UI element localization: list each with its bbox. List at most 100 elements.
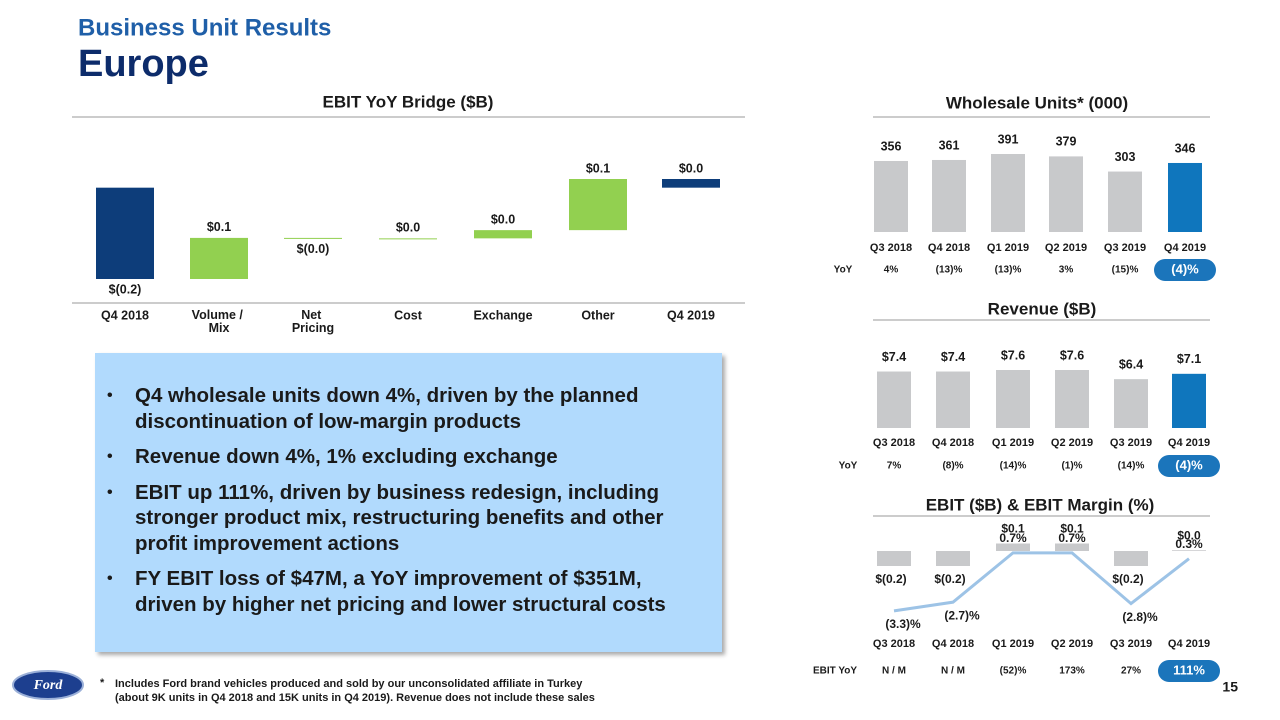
x-tick-label: Q3 2018 [873, 437, 915, 449]
line-label: (3.3)% [885, 617, 921, 631]
slide-title: Business Unit Results [78, 14, 331, 41]
line-label: 0.3% [1175, 537, 1203, 551]
row-value: (4)% [1175, 457, 1203, 472]
chart-title: EBIT ($B) & EBIT Margin (%) [926, 495, 1155, 514]
x-tick-label: Q1 2019 [992, 638, 1034, 650]
bullet-box: Q4 wholesale units down 4%, driven by th… [95, 353, 722, 652]
value-label: $7.4 [941, 350, 965, 364]
row-value: (4)% [1171, 261, 1199, 276]
bar [877, 551, 911, 566]
row-value: N / M [941, 666, 965, 677]
x-tick-label: Q3 2019 [1110, 638, 1152, 650]
x-tick-label: Q4 2018 [101, 308, 149, 322]
row-label: YoY [834, 265, 853, 276]
bar [1055, 370, 1089, 428]
bar [1114, 551, 1148, 566]
row-value: 7% [887, 461, 902, 472]
value-label: $0.1 [586, 161, 610, 175]
x-tick-label: Q4 2019 [1168, 638, 1210, 650]
value-label: $(0.2) [875, 572, 906, 586]
x-tick-label: Q3 2019 [1110, 437, 1152, 449]
line [893, 551, 1190, 613]
x-tick-label: Q4 2019 [1168, 437, 1210, 449]
bullet: EBIT up 111%, driven by business redesig… [107, 480, 692, 557]
bullet: Revenue down 4%, 1% excluding exchange [107, 444, 692, 470]
x-tick-label: Q3 2018 [870, 242, 912, 254]
bar [991, 154, 1025, 232]
slide-subtitle: Europe [78, 43, 209, 85]
row-label: EBIT YoY [813, 666, 857, 677]
line-label: 0.7% [999, 531, 1027, 545]
x-tick-label: Q2 2019 [1051, 638, 1093, 650]
x-tick-label: Q4 2019 [667, 308, 715, 322]
bar [190, 237, 248, 279]
value-label: 361 [939, 138, 960, 152]
chart-title: Wholesale Units* (000) [946, 93, 1128, 112]
bar [1108, 171, 1142, 232]
value-label: 391 [998, 132, 1019, 146]
value-label: $(0.2) [1112, 572, 1143, 586]
bar [1114, 379, 1148, 428]
line-label: (2.8)% [1122, 610, 1158, 624]
bar [1172, 550, 1206, 551]
bar [936, 371, 970, 428]
value-label: 303 [1115, 150, 1136, 164]
row-value: (8)% [942, 461, 963, 472]
bar [1055, 543, 1089, 551]
bar [1049, 156, 1083, 232]
footnote: Includes Ford brand vehicles produced an… [115, 678, 583, 690]
value-label: $0.0 [396, 221, 420, 235]
x-tick-label: Q1 2019 [992, 437, 1034, 449]
line-label: 0.7% [1058, 531, 1086, 545]
row-value: N / M [882, 666, 906, 677]
row-value: (14)% [1118, 461, 1145, 472]
value-label: 346 [1175, 141, 1196, 155]
row-label: YoY [839, 461, 858, 472]
bullet: FY EBIT loss of $47M, a YoY improvement … [107, 566, 692, 617]
bar [996, 370, 1030, 428]
value-label: $0.1 [1060, 522, 1084, 536]
value-label: $(0.0) [297, 242, 330, 256]
row-value: (52)% [1000, 666, 1027, 677]
value-label: $0.1 [207, 220, 231, 234]
x-tick-label: Q4 2018 [932, 638, 974, 650]
chart-title: Revenue ($B) [988, 299, 1097, 318]
row-value: (15)% [1112, 265, 1139, 276]
value-label: $0.0 [1177, 528, 1201, 542]
value-label: 356 [881, 139, 902, 153]
x-tick-label: Q4 2018 [932, 437, 974, 449]
row-value: 173% [1059, 666, 1085, 677]
bar [1168, 162, 1202, 232]
bar [936, 551, 970, 566]
x-tick-label: Q2 2019 [1051, 437, 1093, 449]
x-tick-label: Net Pricing [292, 308, 334, 335]
x-tick-label: Q4 2019 [1164, 242, 1206, 254]
row-value: (13)% [936, 265, 963, 276]
bar [877, 371, 911, 428]
row-value: (1)% [1061, 461, 1082, 472]
value-label: $(0.2) [934, 572, 965, 586]
row-value: 3% [1059, 265, 1074, 276]
chart-title: EBIT YoY Bridge ($B) [323, 92, 494, 111]
bar [379, 238, 437, 240]
bullet-list: Q4 wholesale units down 4%, driven by th… [95, 353, 722, 617]
logo-text: Ford [33, 678, 64, 693]
value-label: $0.1 [1001, 522, 1025, 536]
bar [874, 160, 908, 232]
value-label: $7.6 [1001, 348, 1025, 362]
line-label: (2.7)% [944, 608, 980, 622]
x-tick-label: Exchange [473, 308, 532, 322]
page-number: 15 [1222, 679, 1238, 695]
value-label: $(0.2) [109, 282, 142, 296]
value-label: $0.0 [491, 212, 515, 226]
x-tick-label: Cost [394, 308, 423, 322]
value-label: $0.0 [679, 161, 703, 175]
bar [1172, 373, 1206, 428]
row-value: 27% [1121, 666, 1141, 677]
footnote-marker: * [100, 677, 105, 689]
x-tick-label: Q3 2019 [1104, 242, 1146, 254]
value-label: $7.1 [1177, 352, 1201, 366]
bar [932, 159, 966, 232]
